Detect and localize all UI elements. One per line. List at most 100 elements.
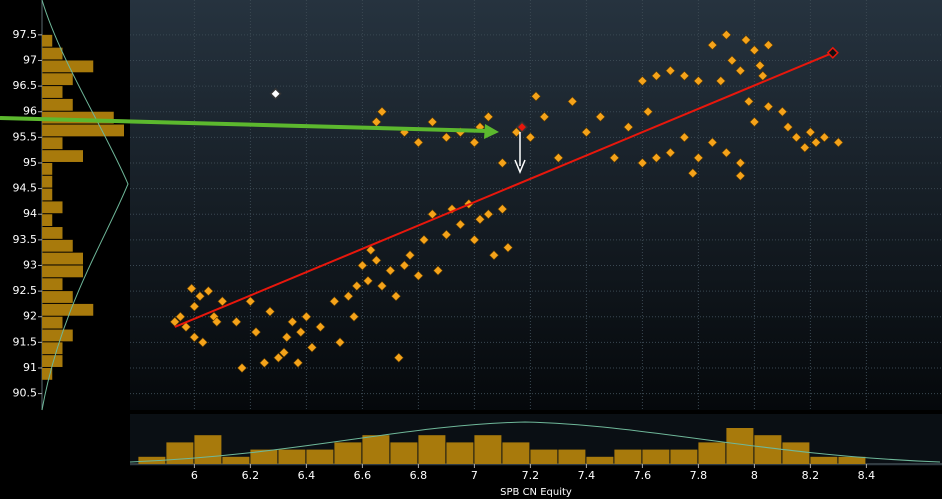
point — [637, 158, 648, 168]
x-hist-bar — [670, 449, 698, 464]
point — [525, 132, 536, 143]
x-hist-bar — [838, 456, 866, 464]
point — [245, 296, 256, 307]
y-tick-label: 96 — [23, 105, 37, 118]
white-arrow-head — [514, 159, 526, 174]
y-tick-label: 95.5 — [13, 130, 38, 143]
x-hist-bar — [418, 435, 446, 464]
point — [687, 168, 698, 179]
x-tick-label: 8.2 — [802, 469, 820, 482]
x-hist-bar — [698, 442, 726, 464]
x-hist-bar — [502, 442, 530, 464]
point — [197, 337, 208, 348]
y-tick-label: 95 — [23, 156, 37, 169]
special-point — [515, 121, 529, 134]
point — [377, 106, 387, 117]
x-tick-label: 6.8 — [410, 469, 428, 482]
x-tick-label: 7.2 — [522, 469, 540, 482]
point — [469, 137, 480, 148]
y-hist-bar — [42, 252, 83, 265]
point — [413, 137, 424, 148]
x-tick-label: 7 — [471, 469, 478, 482]
point — [363, 275, 373, 286]
x-tick-label: 6 — [191, 469, 198, 482]
y-tick-label: 91.5 — [13, 335, 38, 348]
point — [735, 170, 746, 181]
y-tick-label: 91 — [23, 361, 37, 374]
point — [707, 40, 718, 51]
point — [329, 296, 340, 307]
x-axis-label: SPB CN Equity — [500, 487, 572, 498]
y-hist-bar — [42, 227, 63, 239]
y-hist-bar — [42, 239, 73, 252]
point — [539, 111, 550, 122]
point — [186, 283, 197, 294]
green-arrow-head — [484, 124, 499, 139]
point — [189, 332, 200, 343]
x-hist-bar — [362, 435, 390, 464]
x-hist-bar — [726, 428, 754, 464]
point — [433, 265, 443, 276]
y-hist-bar — [42, 342, 63, 355]
point — [279, 347, 289, 358]
y-hist-bar — [42, 303, 94, 316]
y-hist-bar — [42, 124, 124, 137]
x-hist-bar — [306, 449, 334, 464]
y-hist-bar — [42, 60, 94, 73]
point — [393, 352, 404, 363]
y-hist-bar — [42, 329, 73, 342]
point — [295, 327, 306, 338]
point — [749, 117, 760, 127]
point — [475, 214, 485, 225]
point — [483, 111, 494, 122]
point — [405, 250, 415, 261]
x-hist-bar — [446, 442, 474, 464]
x-hist-bar — [530, 449, 558, 464]
point — [749, 45, 760, 56]
point — [349, 311, 359, 322]
y-tick-label: 94 — [23, 207, 37, 220]
x-hist-bar — [250, 449, 278, 464]
y-hist-bar — [42, 291, 73, 303]
point — [531, 91, 541, 102]
x-hist-bar — [390, 442, 418, 464]
y-hist-bar — [42, 188, 53, 201]
point — [385, 265, 396, 276]
point — [595, 111, 606, 122]
point — [281, 332, 292, 343]
point — [497, 158, 508, 168]
point — [293, 357, 303, 368]
x-tick-label: 7.4 — [578, 469, 596, 482]
x-hist-bar — [166, 442, 194, 464]
point — [811, 137, 821, 148]
point — [755, 60, 765, 71]
point — [203, 286, 214, 297]
point — [707, 137, 718, 148]
y-tick-label: 96.5 — [13, 79, 38, 92]
y-hist-bar — [42, 265, 83, 278]
point — [609, 152, 620, 163]
point — [335, 337, 345, 348]
y-tick-label: 94.5 — [13, 182, 38, 195]
x-hist-bar — [334, 442, 362, 464]
point — [623, 122, 634, 133]
layer: 90.5 91 91.5 92 92.5 93 93.5 94 94.5 95 95.5 96 96.5… — [13, 0, 942, 482]
point — [419, 234, 429, 245]
point — [195, 291, 205, 302]
x-hist-bar — [138, 456, 166, 464]
point — [763, 101, 774, 112]
point — [651, 152, 662, 163]
point — [217, 296, 228, 307]
point — [679, 70, 690, 81]
x-hist-bar — [278, 449, 306, 464]
x-tick-label: 7.8 — [690, 469, 708, 482]
point — [273, 352, 284, 363]
point — [833, 137, 844, 148]
y-hist-bar — [42, 214, 53, 227]
y-tick-label: 92.5 — [13, 284, 38, 297]
x-tick-label: 7.6 — [634, 469, 652, 482]
x-hist-bar — [222, 456, 250, 464]
y-tick-label: 93 — [23, 258, 37, 271]
point — [741, 35, 751, 45]
point — [757, 70, 768, 81]
